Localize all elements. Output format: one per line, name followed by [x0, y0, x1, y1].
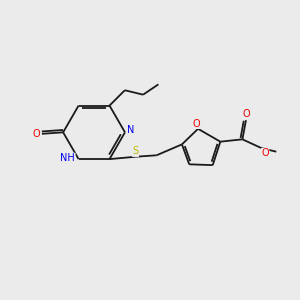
Text: NH: NH — [60, 153, 75, 163]
Text: O: O — [261, 148, 269, 158]
Text: O: O — [193, 118, 200, 128]
Text: O: O — [33, 129, 41, 139]
Text: N: N — [127, 125, 135, 135]
Text: S: S — [132, 146, 139, 157]
Text: O: O — [242, 109, 250, 119]
